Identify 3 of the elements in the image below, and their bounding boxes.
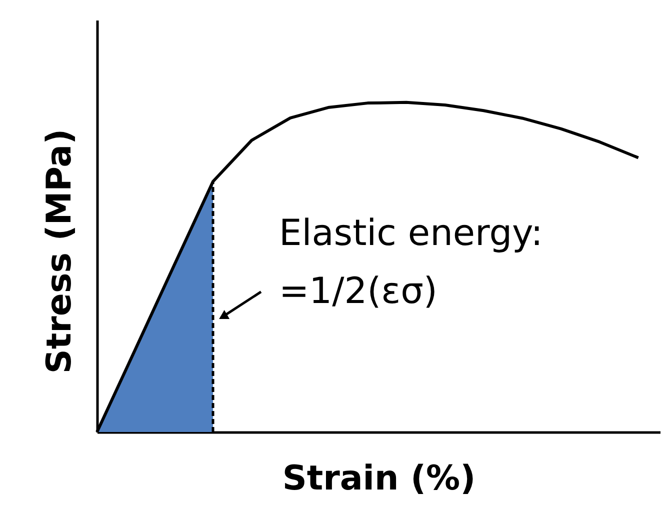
x-axis-title: Strain (%) xyxy=(282,458,476,498)
y-axis-title: Stress (MPa) xyxy=(40,128,80,374)
annotation: Elastic energy: =1/2(εσ) xyxy=(279,212,543,312)
